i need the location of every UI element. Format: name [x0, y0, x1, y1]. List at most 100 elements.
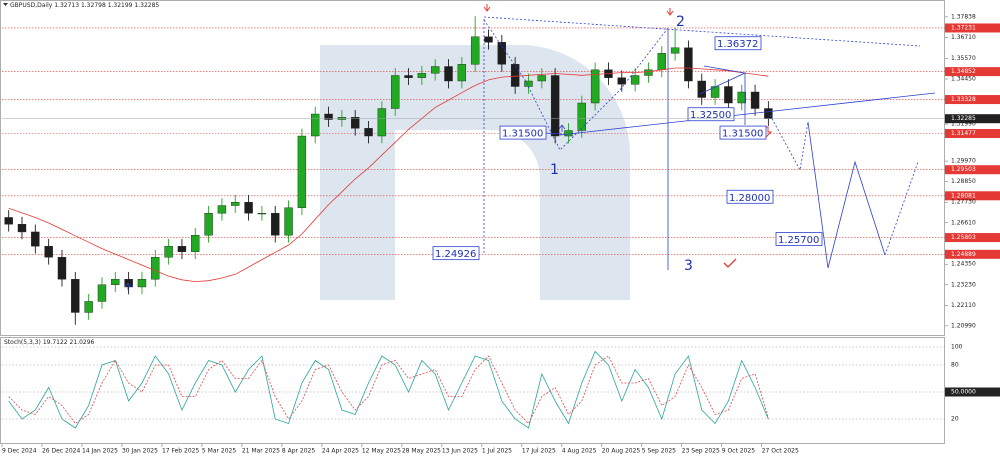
x-tick-label: 4 Aug 2025 — [562, 448, 597, 455]
x-tick-label: 13 Jun 2025 — [442, 448, 478, 455]
candle-body — [137, 279, 147, 288]
candle-body — [590, 69, 600, 104]
x-tick-label: 23 Sep 2025 — [682, 448, 720, 455]
x-tick-label: 17 Feb 2025 — [162, 448, 200, 455]
candle-body — [351, 117, 360, 129]
candle-body — [630, 75, 640, 85]
indicator-line — [8, 355, 769, 425]
level-label-box — [945, 249, 1000, 259]
menu-icon[interactable] — [3, 3, 8, 6]
candle-body — [417, 73, 427, 78]
candle-body — [284, 207, 293, 236]
indicator-tick-label: 80 — [951, 362, 959, 369]
candle-body — [617, 77, 626, 85]
level-label-box — [945, 67, 1000, 77]
y-tick-label: 1.29970 — [951, 158, 976, 165]
y-tick-label: 1.31990 — [951, 121, 976, 128]
candle-body — [457, 64, 467, 82]
wave-label: 3 — [684, 258, 693, 274]
wave-label: 2 — [676, 14, 685, 30]
level-label: 1.34852 — [951, 68, 976, 75]
candle-body — [430, 66, 440, 74]
y-tick-label: 1.36710 — [951, 34, 976, 41]
target-box — [499, 125, 547, 140]
target-label: 1.31500 — [722, 129, 763, 140]
x-tick-label: 27 Oct 2025 — [762, 448, 799, 455]
x-tick-label: 8 Apr 2025 — [282, 448, 315, 455]
y-tick-label: 1.34450 — [951, 75, 976, 82]
indicator-tick-label: 100 — [951, 344, 963, 351]
candle-body — [111, 279, 120, 285]
target-box — [719, 125, 767, 140]
trend-line — [559, 92, 936, 136]
price-panel-frame — [0, 0, 945, 336]
candle-body — [737, 91, 746, 104]
candle-body — [84, 301, 93, 313]
candle-body — [177, 246, 187, 252]
candle-body — [164, 246, 173, 258]
candle-body — [71, 279, 80, 313]
arrow-down — [666, 8, 674, 16]
forecast-line — [807, 121, 886, 269]
candle-body — [524, 80, 533, 87]
target-box — [726, 189, 774, 204]
candle-body — [577, 102, 586, 131]
candle-body — [31, 231, 40, 247]
y-tick-label: 1.28850 — [951, 178, 976, 185]
candle-body — [244, 202, 253, 214]
candle-body — [44, 246, 53, 258]
y-tick-label: 1.24350 — [951, 261, 976, 268]
candle-body — [364, 128, 373, 137]
level-label-box — [945, 129, 1000, 139]
candle-body — [124, 279, 133, 288]
target-box — [775, 232, 823, 246]
forecast-line — [884, 161, 919, 256]
indicator-level-box — [945, 387, 1000, 397]
indicator: 100 80 20 50.0000 — [2, 344, 1000, 429]
candle-body — [231, 202, 240, 206]
last-low: 1.32199 — [108, 2, 133, 9]
candle-body — [470, 36, 480, 65]
level-label-box — [945, 165, 1000, 175]
candle-body — [390, 75, 400, 109]
wave-annotations — [124, 16, 936, 290]
x-tick-label: 21 Mar 2025 — [242, 448, 280, 455]
candle-body — [17, 224, 27, 233]
level-label: 1.24889 — [951, 251, 976, 258]
wave-line — [483, 19, 669, 151]
target-box — [687, 107, 735, 122]
candle-body — [484, 36, 493, 43]
candle-body — [764, 108, 773, 119]
candle-body — [644, 69, 653, 76]
last-open: 1.32713 — [54, 2, 79, 9]
trend-line — [483, 16, 921, 47]
indicator-value: 19.7122 — [43, 339, 68, 346]
arrow-up — [124, 282, 132, 290]
symbol: GBPUSD,Daily — [10, 2, 53, 9]
candle-body — [710, 86, 720, 98]
x-tick-label: 30 Jan 2025 — [122, 448, 158, 455]
indicator-level-label: 50.0000 — [951, 389, 976, 396]
indicator-tick-label: 20 — [951, 416, 959, 423]
indicator-header: Stoch(5,3,3) 19.7122 21.0296 — [4, 339, 95, 346]
target-label: 1.32500 — [690, 110, 731, 121]
y-tick-label: 1.23230 — [951, 281, 976, 288]
x-tick-label: 20 Aug 2025 — [602, 448, 641, 455]
candle-body — [510, 64, 520, 87]
current-price-box — [945, 114, 1000, 124]
candle-body — [657, 53, 666, 71]
x-tick-label: 9 Dec 2024 — [2, 448, 37, 455]
y-tick-label: 1.37838 — [951, 13, 976, 20]
candle-body — [271, 213, 280, 236]
target-label: 1.36372 — [717, 39, 758, 50]
x-tick-label: 9 Oct 2025 — [722, 448, 755, 455]
candles — [4, 16, 773, 325]
y-tick-label: 1.27730 — [951, 199, 976, 206]
x-tick-label: 26 Dec 2024 — [42, 448, 81, 455]
checkmark — [723, 258, 737, 268]
candle-body — [564, 130, 573, 137]
level-label: 1.25803 — [951, 234, 976, 241]
